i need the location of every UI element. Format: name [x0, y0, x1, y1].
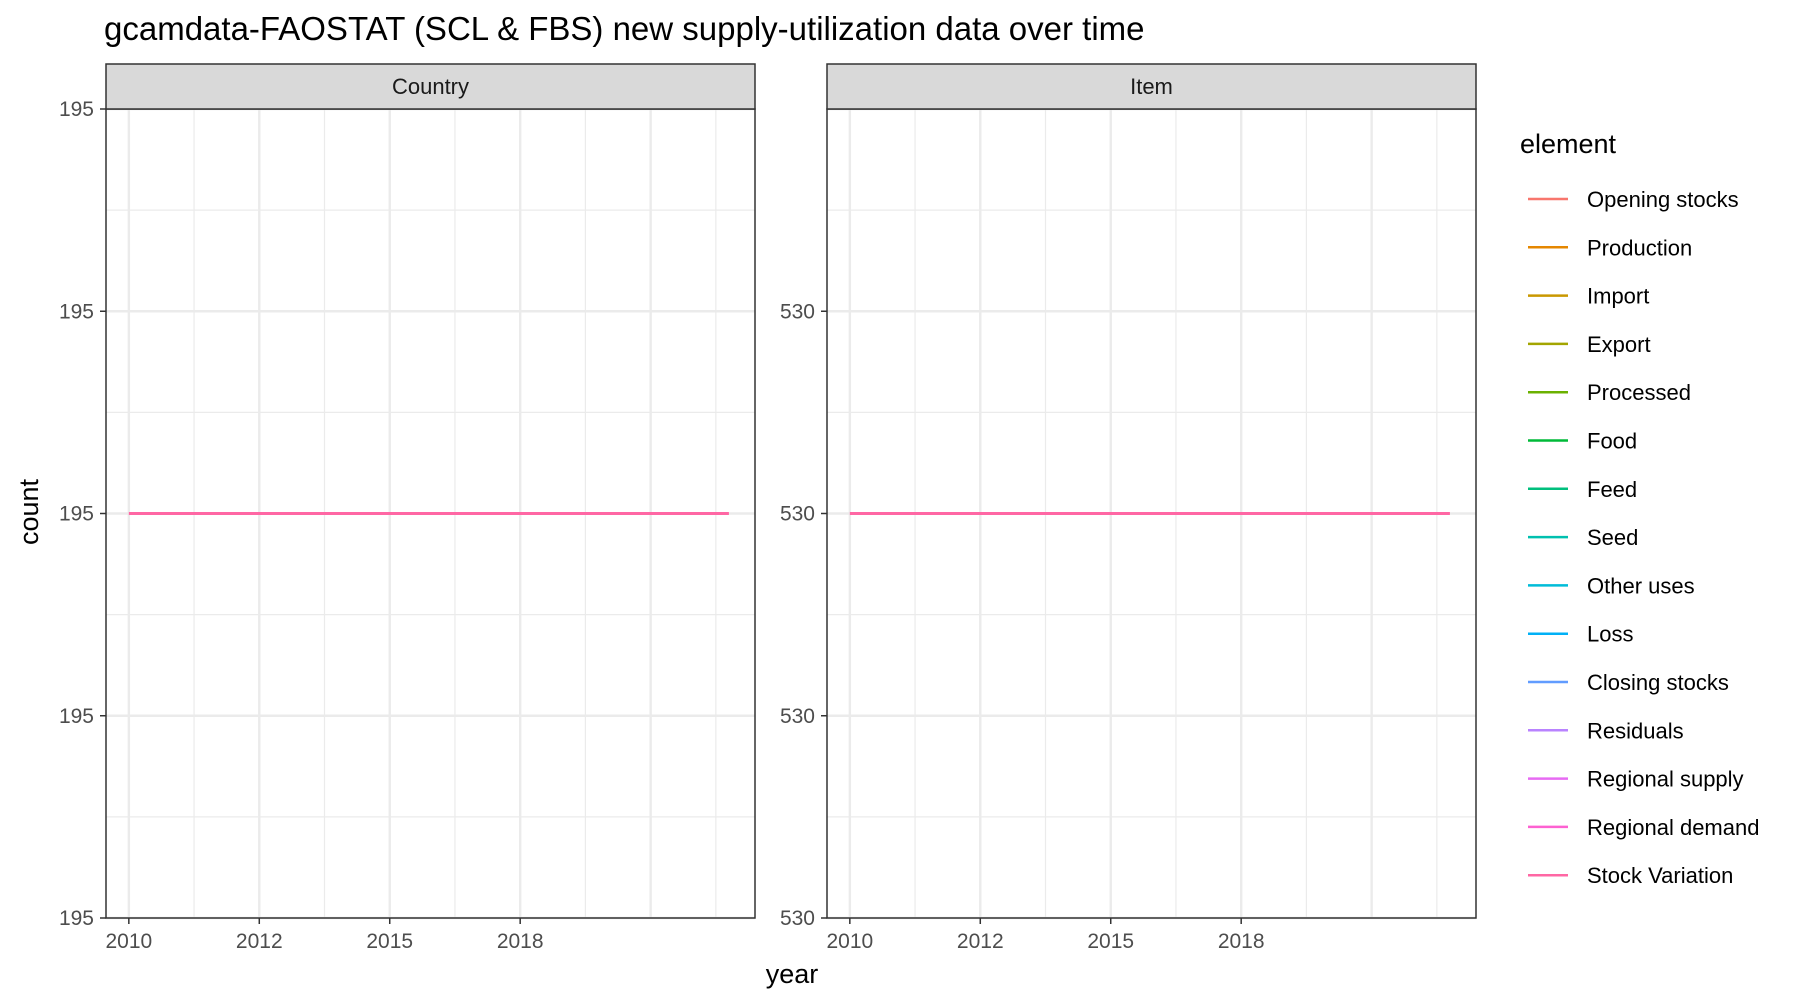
y-tick-label: 195 — [59, 503, 94, 526]
legend-item: Export — [1528, 332, 1651, 357]
legend-item: Food — [1528, 429, 1637, 454]
y-tick-label: 195 — [59, 705, 94, 728]
y-tick-label: 530 — [780, 705, 815, 728]
panel-item: Item 530 530 530 530 2010 2012 2015 2018 — [780, 63, 1477, 953]
legend-item: Opening stocks — [1528, 187, 1739, 212]
x-axis-title: year — [766, 959, 819, 989]
legend-item: Loss — [1528, 622, 1633, 647]
x-tick-label: 2018 — [1218, 930, 1265, 953]
legend-label: Food — [1587, 429, 1637, 454]
x-tick-label: 2010 — [105, 930, 152, 953]
y-axis-title: count — [14, 478, 44, 545]
legend-label: Opening stocks — [1587, 187, 1739, 212]
strip-label: Country — [392, 74, 469, 99]
legend-label: Other uses — [1587, 573, 1695, 598]
legend-item: Regional supply — [1528, 767, 1744, 792]
y-tick-label: 195 — [59, 300, 94, 323]
y-tick-label: 195 — [59, 907, 94, 930]
legend-title: element — [1520, 129, 1617, 159]
x-tick-label: 2018 — [497, 930, 544, 953]
legend-label: Processed — [1587, 380, 1691, 405]
legend: element Opening stocks Production Import Ex… — [1520, 129, 1759, 888]
strip-label: Item — [1130, 74, 1173, 99]
legend-item: Closing stocks — [1528, 670, 1729, 695]
legend-label: Loss — [1587, 622, 1633, 647]
x-tick-label: 2015 — [366, 930, 413, 953]
legend-item: Stock Variation — [1528, 863, 1733, 888]
legend-label: Closing stocks — [1587, 670, 1729, 695]
legend-label: Import — [1587, 284, 1649, 309]
y-tick-label: 530 — [780, 300, 815, 323]
legend-label: Regional supply — [1587, 767, 1744, 792]
x-tick-label: 2012 — [957, 930, 1004, 953]
legend-item: Processed — [1528, 380, 1691, 405]
legend-label: Residuals — [1587, 718, 1684, 743]
legend-label: Export — [1587, 332, 1651, 357]
x-tick-label: 2010 — [826, 930, 873, 953]
legend-item: Other uses — [1528, 573, 1695, 598]
chart-title: gcamdata-FAOSTAT (SCL & FBS) new supply-… — [104, 10, 1145, 47]
legend-label: Stock Variation — [1587, 863, 1733, 888]
legend-label: Seed — [1587, 525, 1638, 550]
legend-item: Import — [1528, 284, 1649, 309]
legend-label: Production — [1587, 235, 1692, 260]
y-tick-label: 195 — [59, 98, 94, 121]
y-tick-label: 530 — [780, 907, 815, 930]
legend-label: Feed — [1587, 477, 1637, 502]
panel-country: Country 195 195 195 195 195 2010 2012 2015 2018 — [59, 63, 756, 953]
legend-item: Seed — [1528, 525, 1638, 550]
x-tick-label: 2015 — [1087, 930, 1134, 953]
strip-background — [105, 63, 756, 110]
legend-item: Regional demand — [1528, 815, 1759, 840]
x-tick-label: 2012 — [236, 930, 283, 953]
legend-item: Feed — [1528, 477, 1637, 502]
y-tick-label: 530 — [780, 503, 815, 526]
legend-label: Regional demand — [1587, 815, 1759, 840]
strip-background — [826, 63, 1477, 110]
legend-item: Production — [1528, 235, 1692, 260]
legend-item: Residuals — [1528, 718, 1684, 743]
